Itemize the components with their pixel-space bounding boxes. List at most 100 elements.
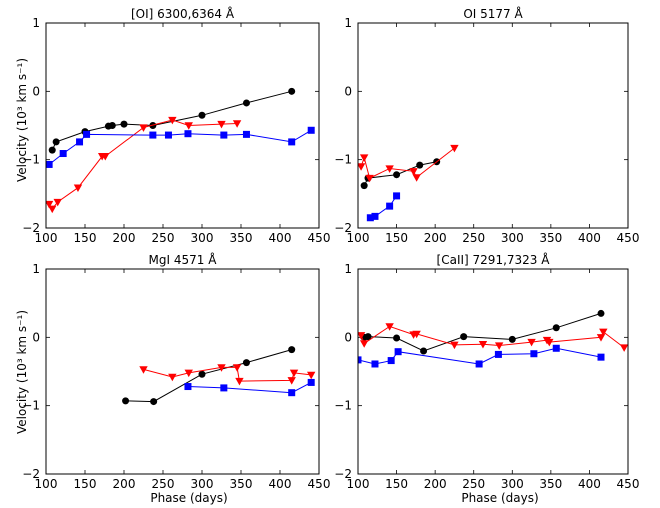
series-line-2	[360, 147, 455, 179]
x-axis-label: Phase (days)	[150, 491, 227, 505]
x-tick-label: 450	[617, 477, 640, 491]
data-point	[168, 116, 177, 125]
y-tick-label: 1	[344, 262, 352, 276]
data-point	[393, 334, 401, 342]
data-point	[358, 356, 362, 364]
panel-4: [CaII] 7291,7323 Å 100 150 200 250 300 350 400 4…	[334, 252, 639, 491]
series-line-3	[187, 381, 312, 394]
data-point	[139, 366, 148, 374]
data-point	[494, 350, 502, 358]
data-point	[478, 340, 488, 349]
y-tick-label: 1	[344, 16, 352, 30]
data-point	[48, 146, 56, 154]
x-tick-label: 150	[385, 231, 408, 245]
data-point	[450, 341, 459, 350]
x-tick-label: 400	[578, 231, 601, 245]
plot-area	[46, 87, 315, 214]
x-tick-label: 250	[152, 231, 175, 245]
x-tick-label: 400	[578, 477, 601, 491]
data-point	[360, 182, 368, 190]
data-point	[530, 350, 538, 358]
x-tick-label: 300	[501, 477, 524, 491]
data-point	[371, 360, 379, 368]
panel-title: MgI 4571 Å	[149, 252, 218, 267]
data-point	[289, 369, 299, 378]
plot-area	[122, 346, 316, 406]
data-point	[52, 138, 60, 146]
data-point	[359, 340, 369, 348]
y-tick-label: 0	[344, 330, 352, 344]
panel-title: [OI] 6300,6364 Å	[131, 6, 235, 21]
data-point	[359, 154, 369, 162]
axes-frame	[45, 268, 320, 475]
data-point	[235, 377, 244, 386]
data-point	[220, 384, 228, 392]
x-axis-label: Phase (days)	[461, 491, 538, 505]
y-tick-label: −2	[22, 467, 40, 481]
x-tick-label: 450	[308, 231, 331, 245]
data-point	[288, 346, 296, 354]
y-tick-label: −1	[334, 153, 352, 167]
data-point	[420, 347, 428, 355]
data-point	[508, 335, 516, 343]
x-tick-label: 200	[424, 477, 447, 491]
x-tick-label: 150	[74, 231, 97, 245]
plot-area	[358, 309, 628, 368]
data-point	[371, 212, 379, 220]
y-axis-label: Velocity (10³ km s⁻¹)	[15, 58, 29, 182]
x-tick-label: 400	[269, 477, 292, 491]
data-point	[242, 130, 250, 138]
data-point	[393, 192, 401, 200]
y-axis-label: Velocity (10³ km s⁻¹)	[15, 310, 29, 434]
data-point	[597, 309, 605, 317]
data-point	[184, 130, 192, 138]
data-point	[596, 334, 606, 342]
data-point	[46, 200, 54, 209]
data-point	[409, 168, 418, 176]
data-point	[552, 324, 560, 332]
data-point	[232, 120, 242, 128]
data-point	[217, 120, 226, 129]
data-point	[393, 171, 401, 179]
x-tick-label: 150	[385, 477, 408, 491]
data-point	[366, 214, 374, 222]
x-tick-label: 100	[35, 231, 58, 245]
data-point	[232, 364, 242, 372]
data-point	[59, 150, 67, 158]
data-point	[387, 357, 395, 365]
panel-2: OI 5177 Å 100 150 200 250 300 350 400 450 −2 −1 0 1	[334, 6, 639, 245]
x-tick-label: 350	[230, 231, 253, 245]
data-point	[53, 198, 62, 207]
data-point	[73, 184, 83, 192]
data-point	[83, 130, 91, 138]
data-point	[494, 342, 504, 350]
data-point	[48, 205, 57, 214]
data-point	[460, 333, 468, 341]
data-point	[358, 332, 366, 340]
series-line-1	[363, 161, 437, 186]
data-point	[198, 370, 206, 378]
data-point	[164, 131, 172, 139]
data-point	[220, 131, 228, 139]
data-point	[149, 131, 157, 139]
data-point	[198, 111, 206, 119]
data-point	[385, 165, 394, 173]
data-point	[217, 364, 226, 372]
data-point	[76, 138, 84, 146]
data-point	[288, 389, 296, 397]
data-point	[364, 333, 372, 341]
y-tick-label: −1	[334, 399, 352, 413]
data-point	[120, 120, 128, 128]
data-point	[287, 377, 296, 385]
data-point	[385, 323, 394, 331]
data-point	[475, 360, 483, 368]
data-point	[150, 398, 158, 406]
series-line-2	[48, 119, 238, 210]
y-tick-label: −2	[334, 221, 352, 235]
x-tick-label: 450	[617, 231, 640, 245]
x-tick-label: 300	[191, 477, 214, 491]
data-point	[307, 378, 315, 386]
data-point	[307, 126, 315, 134]
data-point	[184, 383, 192, 391]
